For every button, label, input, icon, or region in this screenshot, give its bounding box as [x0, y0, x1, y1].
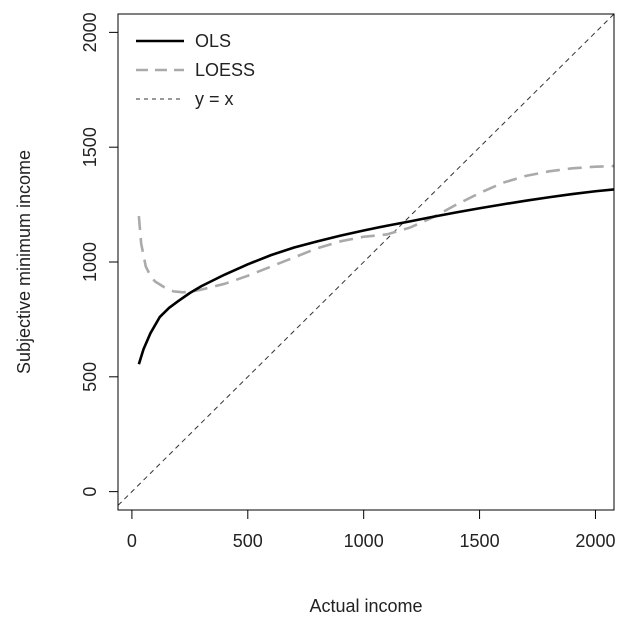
plot-frame	[117, 13, 615, 511]
y-tick-label: 2000	[80, 12, 100, 52]
series-line-y-x	[118, 14, 614, 506]
plot-lines	[118, 14, 614, 506]
legend-label: y = x	[195, 89, 234, 109]
y-tick-label: 0	[80, 487, 100, 497]
x-tick-label: 1000	[344, 531, 384, 551]
legend: OLS LOESS y = x	[136, 31, 255, 109]
x-tick-label: 0	[127, 531, 137, 551]
y-tick-label: 1000	[80, 242, 100, 282]
y-tick-label: 1500	[80, 127, 100, 167]
x-tick-label: 2000	[575, 531, 615, 551]
legend-label: LOESS	[195, 60, 255, 80]
x-tick-label: 500	[233, 531, 263, 551]
x-axis: 0 500 1000 1500 2000	[127, 509, 615, 551]
x-axis-label: Actual income	[309, 596, 422, 616]
legend-label: OLS	[195, 31, 231, 51]
x-tick-label: 1500	[460, 531, 500, 551]
y-tick-label: 500	[80, 362, 100, 392]
y-axis: 0 500 1000 1500 2000	[80, 12, 119, 497]
series-line-ols	[137, 188, 614, 365]
y-axis-label: Subjective minimum income	[14, 150, 34, 374]
series-line-loess	[137, 164, 614, 294]
